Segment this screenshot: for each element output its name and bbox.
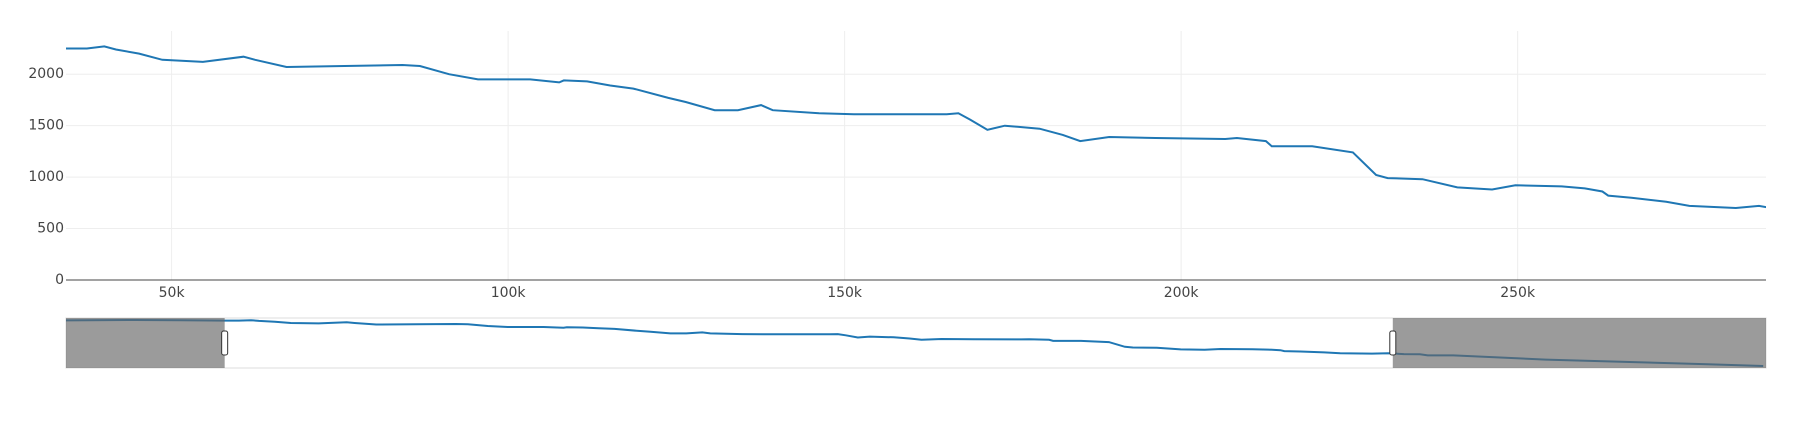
x-tick-label: 250k	[1500, 285, 1536, 301]
line	[66, 45, 1766, 210]
range-slider-mask	[1392, 318, 1766, 368]
y-tick-label: 500	[37, 221, 64, 237]
x-tick-label: 150k	[827, 285, 863, 301]
x-tick-label: 50k	[159, 285, 186, 301]
range-slider-handle[interactable]	[1389, 330, 1397, 356]
y-tick-label: 1000	[28, 169, 64, 185]
x-tick-label: 100k	[491, 285, 527, 301]
y-tick-label: 1500	[28, 118, 64, 134]
range-slider-line	[65, 318, 1764, 367]
y-tick-label: 0	[55, 272, 64, 288]
x-tick-label: 200k	[1164, 285, 1200, 301]
range-slider-mask	[66, 318, 225, 368]
y-tick-label: 2000	[28, 66, 64, 82]
plot-area	[66, 45, 1766, 210]
range-slider-handle[interactable]	[221, 330, 229, 356]
